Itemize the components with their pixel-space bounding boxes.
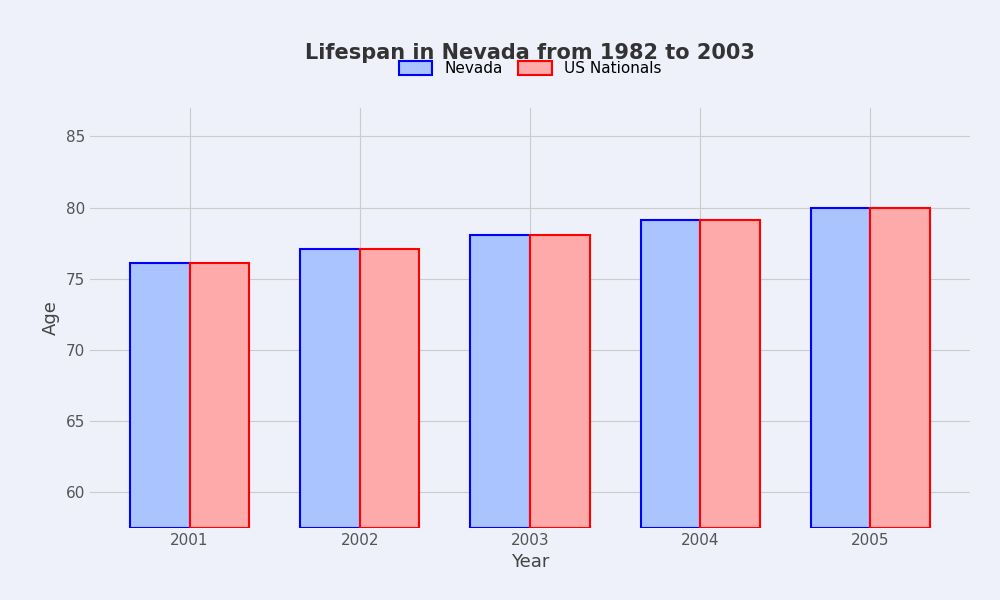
Bar <box>811 208 870 528</box>
Bar <box>470 235 530 528</box>
Bar <box>641 220 700 528</box>
Legend: Nevada, US Nationals: Nevada, US Nationals <box>399 61 661 76</box>
Bar <box>190 263 249 528</box>
Bar <box>360 249 419 528</box>
Bar <box>300 249 360 528</box>
Bar <box>870 208 930 528</box>
Bar <box>700 220 760 528</box>
Bar <box>130 263 190 528</box>
Title: Lifespan in Nevada from 1982 to 2003: Lifespan in Nevada from 1982 to 2003 <box>305 43 755 64</box>
Bar <box>530 235 590 528</box>
Y-axis label: Age: Age <box>42 301 60 335</box>
X-axis label: Year: Year <box>511 553 549 571</box>
